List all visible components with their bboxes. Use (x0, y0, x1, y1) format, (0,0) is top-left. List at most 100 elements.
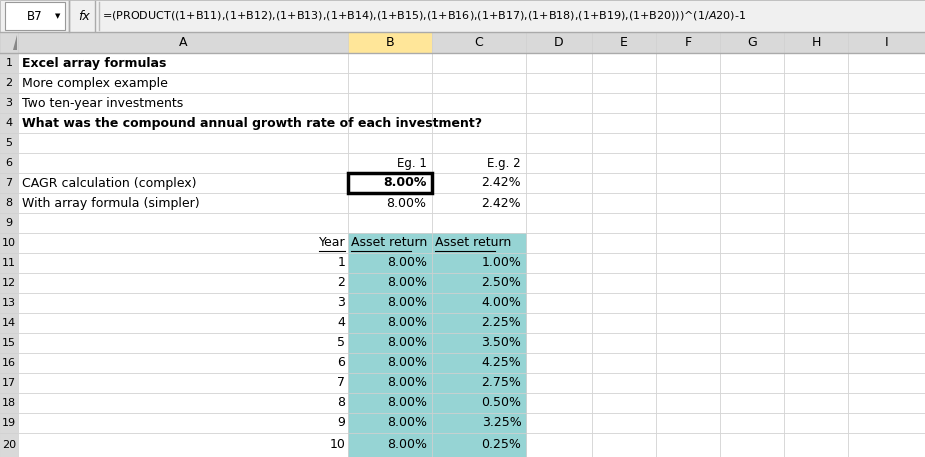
Text: 6: 6 (6, 158, 13, 168)
Bar (348, 313, 432, 333)
Bar (18, 333, 348, 353)
Text: 20: 20 (2, 440, 16, 450)
Bar (432, 373, 526, 393)
Bar (848, 153, 925, 173)
Bar (592, 293, 656, 313)
Bar (348, 413, 432, 433)
Bar (656, 233, 720, 253)
Bar (18, 233, 348, 253)
Text: G: G (747, 36, 757, 49)
Text: 18: 18 (2, 398, 16, 408)
Bar (18, 113, 348, 133)
Text: 19: 19 (2, 418, 16, 428)
Bar (0, 393, 18, 413)
Bar (18, 433, 348, 457)
Bar (0, 153, 18, 173)
Text: 2: 2 (6, 78, 13, 88)
Bar (18, 32, 348, 53)
Bar (592, 393, 656, 413)
Bar (848, 32, 925, 53)
Bar (432, 273, 526, 293)
Bar (432, 273, 526, 293)
Bar (656, 333, 720, 353)
Bar (526, 93, 592, 113)
Text: 8.00%: 8.00% (388, 397, 427, 409)
Bar (0, 32, 18, 53)
Text: Asset return: Asset return (351, 237, 427, 250)
Bar (720, 433, 784, 457)
Bar (720, 373, 784, 393)
Text: F: F (684, 36, 692, 49)
Bar (348, 393, 432, 413)
Bar (592, 173, 656, 193)
Bar (526, 333, 592, 353)
Text: 9: 9 (338, 416, 345, 430)
Bar (432, 433, 526, 457)
Bar (720, 113, 784, 133)
Bar (526, 173, 592, 193)
Bar (348, 353, 432, 373)
Bar (848, 393, 925, 413)
Bar (720, 313, 784, 333)
Bar (432, 393, 526, 413)
Text: 2.25%: 2.25% (482, 317, 522, 329)
Bar (526, 233, 592, 253)
Bar (526, 413, 592, 433)
Bar (348, 353, 432, 373)
Text: 3.25%: 3.25% (482, 416, 522, 430)
Bar (526, 253, 592, 273)
Bar (848, 273, 925, 293)
Bar (432, 73, 526, 93)
Text: 1.00%: 1.00% (482, 256, 522, 270)
Bar (432, 253, 526, 273)
Bar (0, 293, 18, 313)
Bar (720, 233, 784, 253)
Bar (18, 93, 348, 113)
Text: Two ten-year investments: Two ten-year investments (21, 96, 183, 110)
Bar (526, 433, 592, 457)
Text: B7: B7 (27, 10, 43, 22)
Bar (720, 93, 784, 113)
Bar (848, 413, 925, 433)
Bar (348, 233, 432, 253)
Bar (0, 32, 18, 53)
Bar (784, 113, 848, 133)
Bar (592, 253, 656, 273)
Bar (18, 273, 348, 293)
Bar (784, 253, 848, 273)
Bar (348, 53, 432, 73)
Text: More complex example: More complex example (21, 76, 167, 90)
Bar (848, 233, 925, 253)
Bar (656, 393, 720, 413)
Text: 10: 10 (329, 439, 345, 452)
Bar (526, 393, 592, 413)
Text: 14: 14 (2, 318, 16, 328)
Bar (348, 333, 432, 353)
Bar (348, 253, 432, 273)
Bar (432, 413, 526, 433)
Bar (592, 53, 656, 73)
Text: Year: Year (318, 237, 345, 250)
Text: 7: 7 (6, 178, 13, 188)
Bar (348, 273, 432, 293)
Bar (784, 53, 848, 73)
Bar (432, 393, 526, 413)
Bar (848, 73, 925, 93)
Text: 5: 5 (6, 138, 13, 148)
Bar (18, 73, 348, 93)
Text: C: C (475, 36, 484, 49)
Bar (348, 213, 432, 233)
Bar (720, 193, 784, 213)
Text: fx: fx (79, 10, 91, 22)
Bar (0, 213, 18, 233)
Text: 8.00%: 8.00% (388, 416, 427, 430)
Bar (784, 193, 848, 213)
Text: =(PRODUCT((1+B11),(1+B12),(1+B13),(1+B14),(1+B15),(1+B16),(1+B17),(1+B18),(1+B19: =(PRODUCT((1+B11),(1+B12),(1+B13),(1+B14… (102, 10, 746, 22)
Bar (720, 32, 784, 53)
Text: 4: 4 (6, 118, 13, 128)
Bar (784, 313, 848, 333)
Bar (348, 413, 432, 433)
Text: 0.50%: 0.50% (481, 397, 522, 409)
Bar (432, 193, 526, 213)
Text: H: H (811, 36, 820, 49)
